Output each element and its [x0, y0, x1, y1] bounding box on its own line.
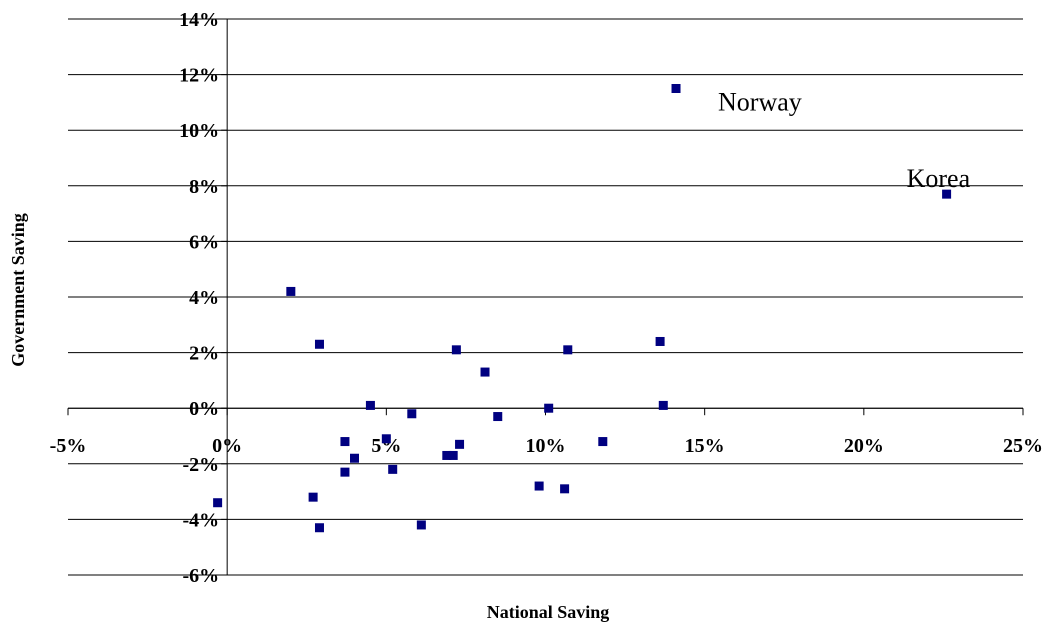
data-point	[658, 400, 668, 410]
data-point	[942, 189, 952, 199]
data-point	[671, 84, 681, 93]
y-tick-label: -6%	[182, 565, 219, 587]
data-point	[416, 520, 426, 530]
x-tick-label: 20%	[844, 435, 884, 457]
y-tick-label: 2%	[189, 343, 219, 365]
data-point	[340, 437, 350, 447]
x-tick-label: 25%	[1003, 435, 1043, 457]
y-tick-label: 14%	[179, 9, 219, 31]
y-tick-label: 0%	[189, 398, 219, 420]
tick-labels: -6%-4%-2%0%2%4%6%8%10%12%14%-5% 0% 5% 10% 15…	[50, 9, 1043, 587]
x-tick-label: 15%	[685, 435, 725, 457]
x-tick-label: -5%	[50, 435, 87, 457]
y-tick-label: -2%	[182, 454, 219, 476]
x-tick-label: 5%	[371, 435, 401, 457]
x-tick-label: 10%	[526, 435, 566, 457]
data-point	[563, 345, 573, 355]
data-point	[451, 345, 461, 355]
data-point	[655, 336, 665, 346]
data-point	[365, 400, 375, 410]
y-tick-label: 4%	[189, 287, 219, 309]
data-point	[448, 450, 458, 460]
y-tick-label: 12%	[179, 65, 219, 87]
data-point	[308, 492, 318, 502]
data-point	[314, 339, 324, 349]
data-points	[213, 84, 952, 533]
data-point	[544, 403, 554, 413]
y-tick-label: 8%	[189, 176, 219, 198]
data-point	[480, 367, 490, 377]
data-point	[493, 412, 503, 422]
annotation-label: Korea	[907, 164, 971, 193]
data-point	[388, 464, 398, 474]
y-tick-label: -4%	[182, 509, 219, 531]
data-point	[314, 523, 324, 533]
data-point	[340, 467, 350, 477]
y-tick-label: 10%	[179, 120, 219, 142]
data-point	[407, 409, 417, 419]
annotation-label: Norway	[718, 88, 802, 117]
data-point	[442, 450, 452, 460]
data-point	[350, 453, 359, 463]
y-tick-label: 6%	[189, 231, 219, 253]
data-point	[560, 484, 570, 494]
data-point	[381, 434, 391, 444]
data-point	[455, 439, 465, 449]
data-point	[213, 498, 223, 508]
x-axis-title: National Saving	[487, 602, 610, 622]
data-point	[598, 437, 608, 447]
data-point	[534, 481, 544, 491]
data-point	[286, 286, 296, 296]
x-tick-label: 0%	[212, 435, 242, 457]
y-axis-title: Government Saving	[8, 213, 28, 367]
annotations: Norway Korea	[718, 88, 971, 194]
